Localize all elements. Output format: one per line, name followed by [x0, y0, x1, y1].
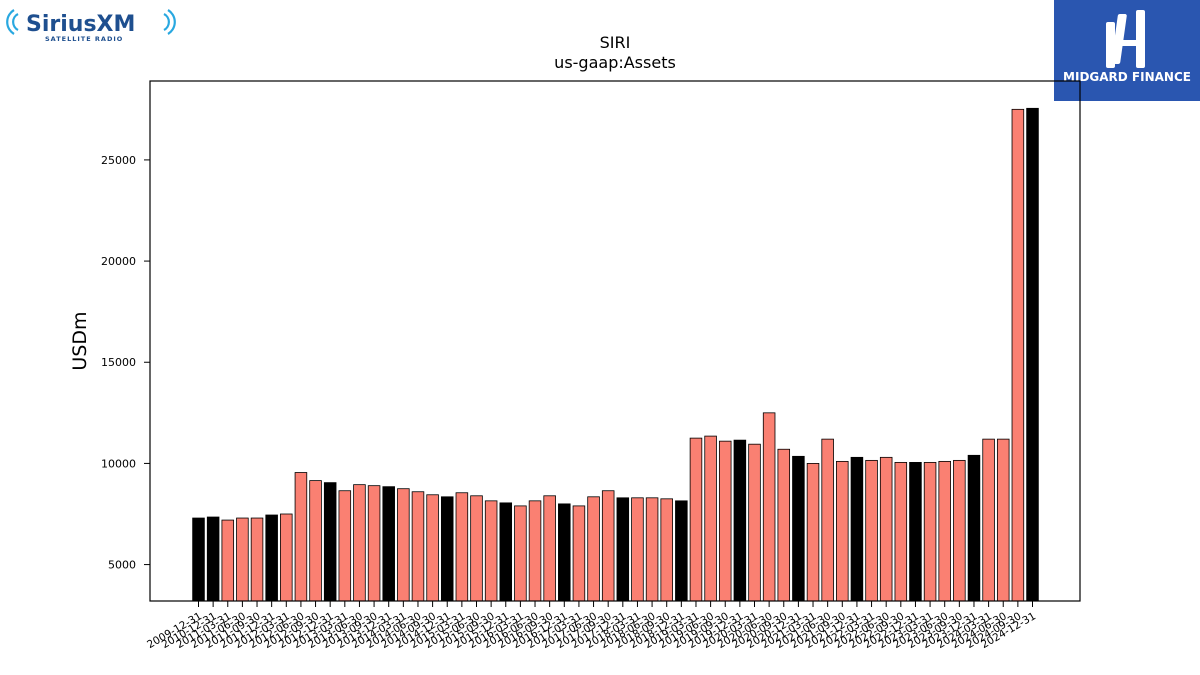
- chart-title: SIRI: [600, 33, 631, 52]
- chart-subtitle: us-gaap:Assets: [554, 53, 676, 72]
- bars-group: [192, 107, 1039, 602]
- plot-frame: [149, 80, 1081, 602]
- bar-2016-03-31: [514, 505, 527, 602]
- bar-2018-03-31: [631, 497, 644, 602]
- bar-2018-06-30: [645, 497, 659, 602]
- bar-2020-03-31: [748, 443, 761, 602]
- bar-2023-03-31: [923, 461, 937, 602]
- bar-2015-12-31: [499, 502, 513, 602]
- bar-2016-06-30: [528, 500, 542, 602]
- signal-right-inner-icon: [163, 13, 170, 31]
- logo-brand-text: SiriusXM: [26, 12, 135, 37]
- y-tick-label: 15000: [101, 356, 136, 369]
- bar-2012-09-30: [309, 480, 322, 602]
- midgard-finance-logo: MIDGARD FINANCE: [1054, 0, 1200, 101]
- siriusxm-logo: SiriusXM SATELLITE RADIO: [4, 4, 184, 44]
- signal-left-inner-icon: [12, 13, 19, 31]
- bar-2014-09-30: [426, 494, 439, 602]
- bar-2011-12-31: [265, 514, 278, 602]
- bar-2021-09-30: [836, 460, 849, 602]
- bar-2021-06-30: [821, 438, 834, 602]
- bar-2019-12-31: [733, 439, 747, 602]
- midgard-emblem-icon: [1106, 10, 1145, 68]
- bar-2020-06-30: [762, 412, 776, 602]
- bar-2021-12-31: [850, 456, 864, 602]
- bar-2017-06-30: [587, 496, 600, 602]
- bar-2023-09-30: [953, 459, 966, 602]
- y-tick-label: 5000: [108, 559, 136, 572]
- bar-2013-03-31: [338, 490, 352, 602]
- bar-2018-09-30: [660, 498, 673, 602]
- bar-2024-06-30: [996, 438, 1010, 602]
- y-tick-label: 20000: [101, 255, 136, 268]
- bar-2017-09-30: [601, 490, 615, 602]
- bar-2019-06-30: [704, 435, 717, 602]
- bar-2011-09-30: [250, 517, 264, 602]
- bar-2013-06-30: [353, 484, 366, 602]
- y-axis-label: USDm: [69, 311, 91, 370]
- bar-2014-12-31: [440, 496, 454, 602]
- bar-2024-09-30: [1011, 108, 1025, 602]
- bar-2009-12-31: [192, 517, 205, 602]
- bar-2014-03-31: [397, 488, 410, 602]
- bar-2016-12-31: [558, 503, 571, 602]
- bar-2019-03-31: [689, 437, 703, 602]
- bar-2012-06-30: [294, 472, 308, 602]
- bar-2020-09-30: [777, 448, 791, 602]
- bar-2012-12-31: [323, 482, 337, 602]
- bar-2020-12-31: [792, 455, 805, 602]
- bar-2022-09-30: [894, 461, 908, 602]
- bar-2017-03-31: [572, 505, 586, 602]
- bar-2013-09-30: [367, 485, 381, 602]
- bar-2022-06-30: [879, 456, 893, 602]
- bar-2017-12-31: [616, 497, 630, 602]
- bar-2015-06-30: [470, 495, 483, 602]
- bar-2012-03-31: [280, 513, 293, 602]
- y-tick-label: 25000: [101, 154, 136, 167]
- logo-right-text: MIDGARD FINANCE: [1063, 70, 1191, 84]
- bar-2022-03-31: [865, 459, 878, 602]
- signal-left-outer-icon: [6, 9, 15, 35]
- bar-2024-03-31: [982, 438, 995, 602]
- bar-2013-12-31: [382, 486, 395, 602]
- bar-2021-03-31: [806, 463, 820, 602]
- y-tick-label: 10000: [101, 457, 136, 470]
- y-axis: 5000 10000 15000 20000 25000: [101, 154, 150, 572]
- bar-2015-09-30: [484, 500, 498, 602]
- logo-tagline-text: SATELLITE RADIO: [45, 35, 123, 43]
- bar-2019-09-30: [718, 440, 732, 602]
- bar-2023-12-31: [967, 454, 981, 602]
- bar-2011-06-30: [236, 517, 249, 602]
- bar-2010-12-31: [206, 516, 220, 602]
- bar-2011-03-31: [221, 519, 235, 602]
- signal-right-outer-icon: [167, 9, 176, 35]
- bar-2014-06-30: [411, 491, 425, 602]
- bar-2015-03-31: [455, 492, 469, 602]
- bar-2022-12-31: [909, 461, 922, 602]
- bar-2016-09-30: [543, 495, 556, 602]
- bar-2023-06-30: [938, 460, 951, 602]
- bar-2024-12-31: [1026, 107, 1039, 602]
- bar-2018-12-31: [675, 500, 688, 602]
- x-axis: 2009-12-312010-12-312011-03-312011-06-30…: [145, 601, 1038, 651]
